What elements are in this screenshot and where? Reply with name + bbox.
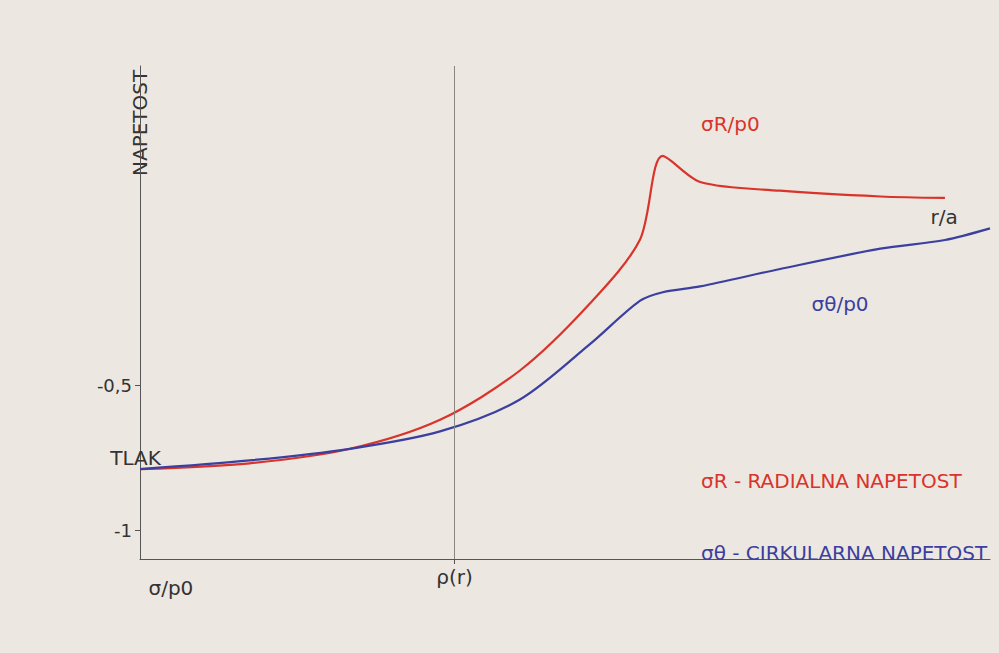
svg-text:-1: -1 [114,520,132,541]
svg-text:σθ - CIRKULARNA NAPETOST: σθ - CIRKULARNA NAPETOST [701,541,988,565]
svg-text:σR - RADIALNA NAPETOST: σR - RADIALNA NAPETOST [701,469,962,493]
svg-text:TLAK: TLAK [109,446,162,470]
svg-text:σ/p0: σ/p0 [149,576,194,600]
svg-text:r/a: r/a [931,205,958,229]
svg-text:NAPETOST: NAPETOST [128,69,152,176]
svg-text:ρ(r): ρ(r) [436,565,473,589]
svg-text:-0,5: -0,5 [97,375,132,396]
svg-text:σR/p0: σR/p0 [701,112,760,136]
svg-text:σθ/p0: σθ/p0 [812,292,869,316]
